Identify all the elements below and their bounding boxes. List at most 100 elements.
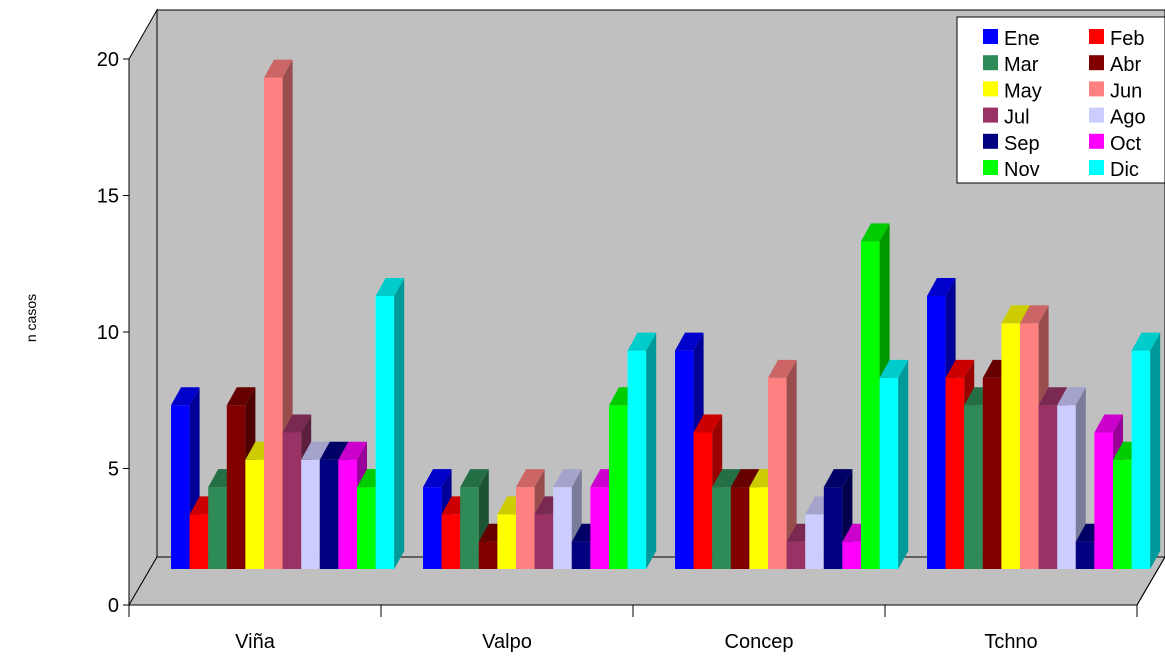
legend-swatch [983,133,998,149]
bar-front [189,514,209,569]
y-tick-label: 15 [97,186,119,208]
bar-top [338,441,367,460]
legend-label: Ago [1110,107,1146,129]
bar-top [319,441,349,460]
bar-front [964,405,983,569]
bar-front [730,487,750,569]
bar-front [842,541,861,569]
legend-label: Nov [1004,159,1040,181]
x-categories: Viña Valpo Concep Tchno [128,605,1138,653]
bar-front [497,514,516,569]
bar-top [375,278,405,296]
y-ticks: 0 5 10 15 20 [97,49,129,617]
bar-top [1020,305,1049,324]
bar-front [338,459,357,569]
bar-front [1113,459,1132,569]
legend-swatch [983,29,998,44]
floor-front-right-edge [1136,556,1165,606]
bar-side [1075,387,1086,569]
bar-top [516,469,545,488]
x-category-label: Tchno [984,631,1037,653]
bar-front [264,77,283,569]
bar-top [423,469,452,488]
bar-jun-concep [768,359,797,569]
legend-swatch [983,107,998,123]
bar-front [1038,405,1058,569]
bar-top [879,359,909,378]
bar-front [375,296,395,569]
x-category-label: Valpo [482,631,532,653]
bar-front [460,487,479,569]
legend-label: Feb [1110,28,1144,50]
bar-front [590,487,609,569]
x-category-label: Viña [235,631,276,653]
bar-dic-tchno [1131,332,1161,569]
bar-front [516,487,535,569]
bar-top [1038,387,1068,406]
bar-top [927,278,956,296]
bar-top [1001,305,1030,324]
legend-swatch [1089,107,1104,123]
bar-top [1131,332,1161,351]
bar-front [245,459,264,569]
bar-front [627,350,647,569]
bar-top [712,469,741,488]
bar-front [1075,541,1095,569]
bar-front [357,487,376,569]
legend-label: Sep [1004,133,1040,155]
bar-front [879,377,899,569]
legend-swatch [983,160,998,175]
side-wall [128,8,158,607]
legend: Ene Feb Mar Abr May Jun Jul Ago Sep Oct Nov Dic [956,16,1165,184]
bar-front [553,487,572,569]
bar-front [423,487,442,569]
legend-label: Mar [1004,54,1039,76]
y-tick-label: 5 [108,459,119,481]
y-tick-label: 20 [97,49,119,71]
bar-front [927,296,946,569]
legend-swatch [983,55,998,71]
y-tick-label: 0 [108,595,119,617]
bar-front [823,487,843,569]
bar-front [861,241,880,569]
bar-top [553,469,582,488]
bar-front [282,432,302,569]
bar-top [675,332,704,351]
bar-top [1057,387,1086,406]
bar-front [1020,323,1039,569]
bar-top [171,387,200,406]
bar-side [646,332,657,569]
bar-front [982,377,1002,569]
bar-front [675,350,694,569]
legend-label: Jun [1110,80,1142,102]
bar-top [730,469,760,488]
bar-top [627,332,657,351]
bar-front [441,514,461,569]
bar-front [571,541,591,569]
bar-top [264,59,293,78]
bar-front [534,514,554,569]
bar-side [786,359,797,569]
y-axis-label: n casos [23,294,39,342]
bar-top [693,414,723,433]
bar-front [1057,405,1076,569]
legend-box [956,16,1165,184]
bar-top [460,469,489,488]
bar-front [768,377,787,569]
bar-front [693,432,713,569]
bar-front [1131,350,1151,569]
legend-swatch [983,81,998,97]
bar-dic-viña [375,278,405,569]
legend-swatch [1089,81,1104,97]
bar-group [171,59,1161,569]
bar-top [1094,414,1123,433]
bar-front [609,405,628,569]
bar-top [861,223,890,242]
bar-side [394,278,405,569]
bar-ago-tchno [1057,387,1086,569]
bar-front [301,459,320,569]
bar-front [749,487,768,569]
bar-front [226,405,246,569]
x-category-label: Concep [725,631,794,653]
